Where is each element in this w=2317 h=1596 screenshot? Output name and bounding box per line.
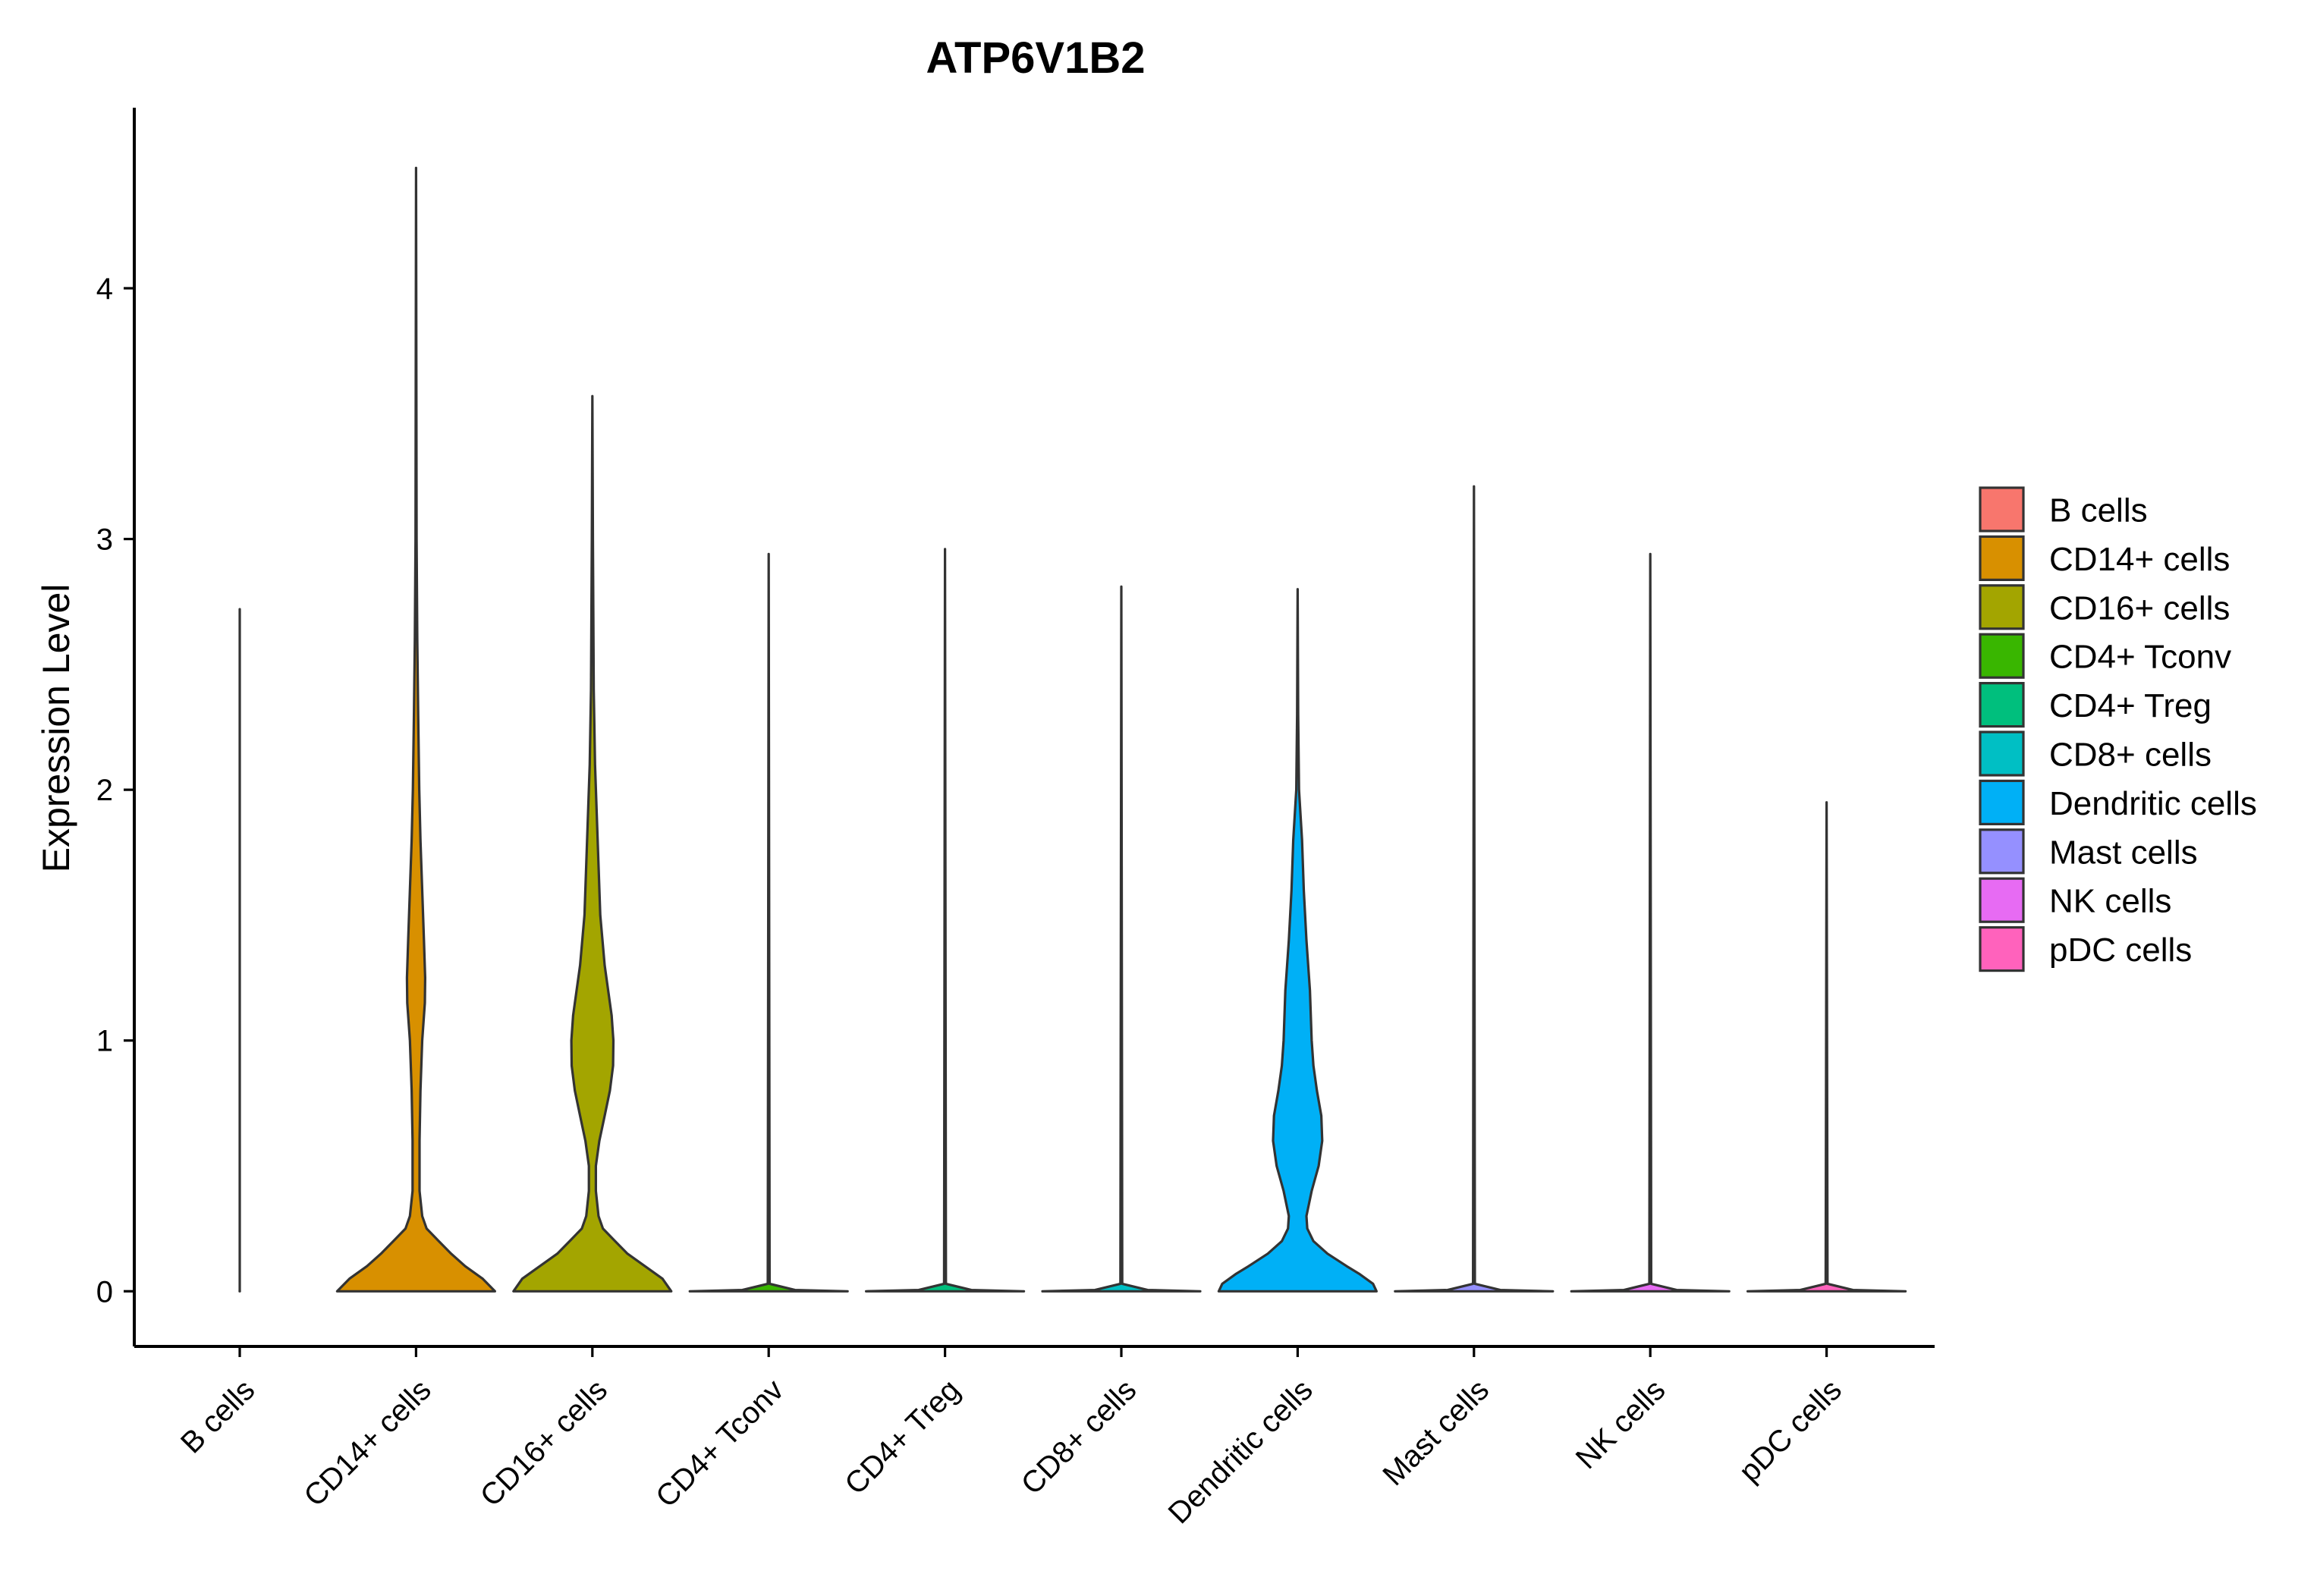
- legend: B cells CD14+ cells CD16+ cells CD4+ Tconv C…: [1979, 486, 2257, 972]
- legend-label: CD14+ cells: [2049, 541, 2230, 578]
- violin-dendritic-cells: [1217, 588, 1378, 1293]
- x-tick-label: CD4+ Tconv: [649, 1373, 790, 1513]
- legend-label: CD4+ Treg: [2049, 687, 2212, 724]
- legend-label: B cells: [2049, 492, 2148, 529]
- legend-swatch: [1979, 877, 2025, 923]
- violin-cd4-treg: [865, 548, 1026, 1293]
- violin-pdc-cells: [1746, 801, 1907, 1293]
- violin-cd16-cells: [512, 394, 673, 1293]
- y-tick-label: 2: [96, 774, 113, 807]
- legend-swatch: [1979, 633, 2025, 679]
- violin-cd14-cells: [335, 166, 496, 1293]
- violin-cd4-tconv: [688, 552, 849, 1293]
- y-tick-label: 4: [96, 272, 113, 306]
- legend-label: CD4+ Tconv: [2049, 639, 2231, 676]
- legend-swatch: [1979, 486, 2025, 533]
- x-tick-label: CD16+ cells: [474, 1373, 614, 1513]
- legend-label: CD8+ cells: [2049, 737, 2212, 774]
- x-tick-label: pDC cells: [1733, 1373, 1848, 1488]
- legend-label: Dendritic cells: [2049, 785, 2257, 822]
- y-axis: 0 1 2 3 4: [96, 108, 136, 1346]
- legend-swatch: [1979, 535, 2025, 582]
- violin-group: [238, 166, 1907, 1293]
- x-tick-label: Dendritic cells: [1162, 1373, 1319, 1530]
- x-tick-label: CD14+ cells: [297, 1373, 437, 1513]
- y-axis-title: Expression Level: [35, 584, 77, 873]
- legend-swatch: [1979, 681, 2025, 728]
- legend-label: pDC cells: [2049, 932, 2192, 969]
- legend-label: CD16+ cells: [2049, 589, 2230, 627]
- violin-nk-cells: [1570, 552, 1731, 1293]
- legend-label: NK cells: [2049, 883, 2171, 920]
- x-tick-label: Mast cells: [1376, 1373, 1495, 1492]
- legend-swatch: [1979, 925, 2025, 972]
- y-tick-label: 3: [96, 523, 113, 557]
- legend-swatch: [1979, 730, 2025, 777]
- violin-cd8-cells: [1041, 585, 1202, 1293]
- y-tick-label: 1: [96, 1025, 113, 1058]
- x-tick-label: CD8+ cells: [1015, 1373, 1143, 1501]
- x-tick-label: NK cells: [1570, 1373, 1672, 1475]
- x-tick-label: B cells: [174, 1373, 261, 1459]
- chart-title: ATP6V1B2: [926, 33, 1145, 83]
- x-axis: B cells CD14+ cells CD16+ cells CD4+ Tconv C…: [134, 1345, 1935, 1530]
- legend-swatch: [1979, 584, 2025, 630]
- x-tick-label: CD4+ Treg: [838, 1373, 967, 1501]
- legend-swatch: [1979, 828, 2025, 875]
- legend-label: Mast cells: [2049, 834, 2198, 871]
- violin-mast-cells: [1394, 485, 1555, 1293]
- legend-swatch: [1979, 779, 2025, 826]
- y-tick-label: 0: [96, 1275, 113, 1309]
